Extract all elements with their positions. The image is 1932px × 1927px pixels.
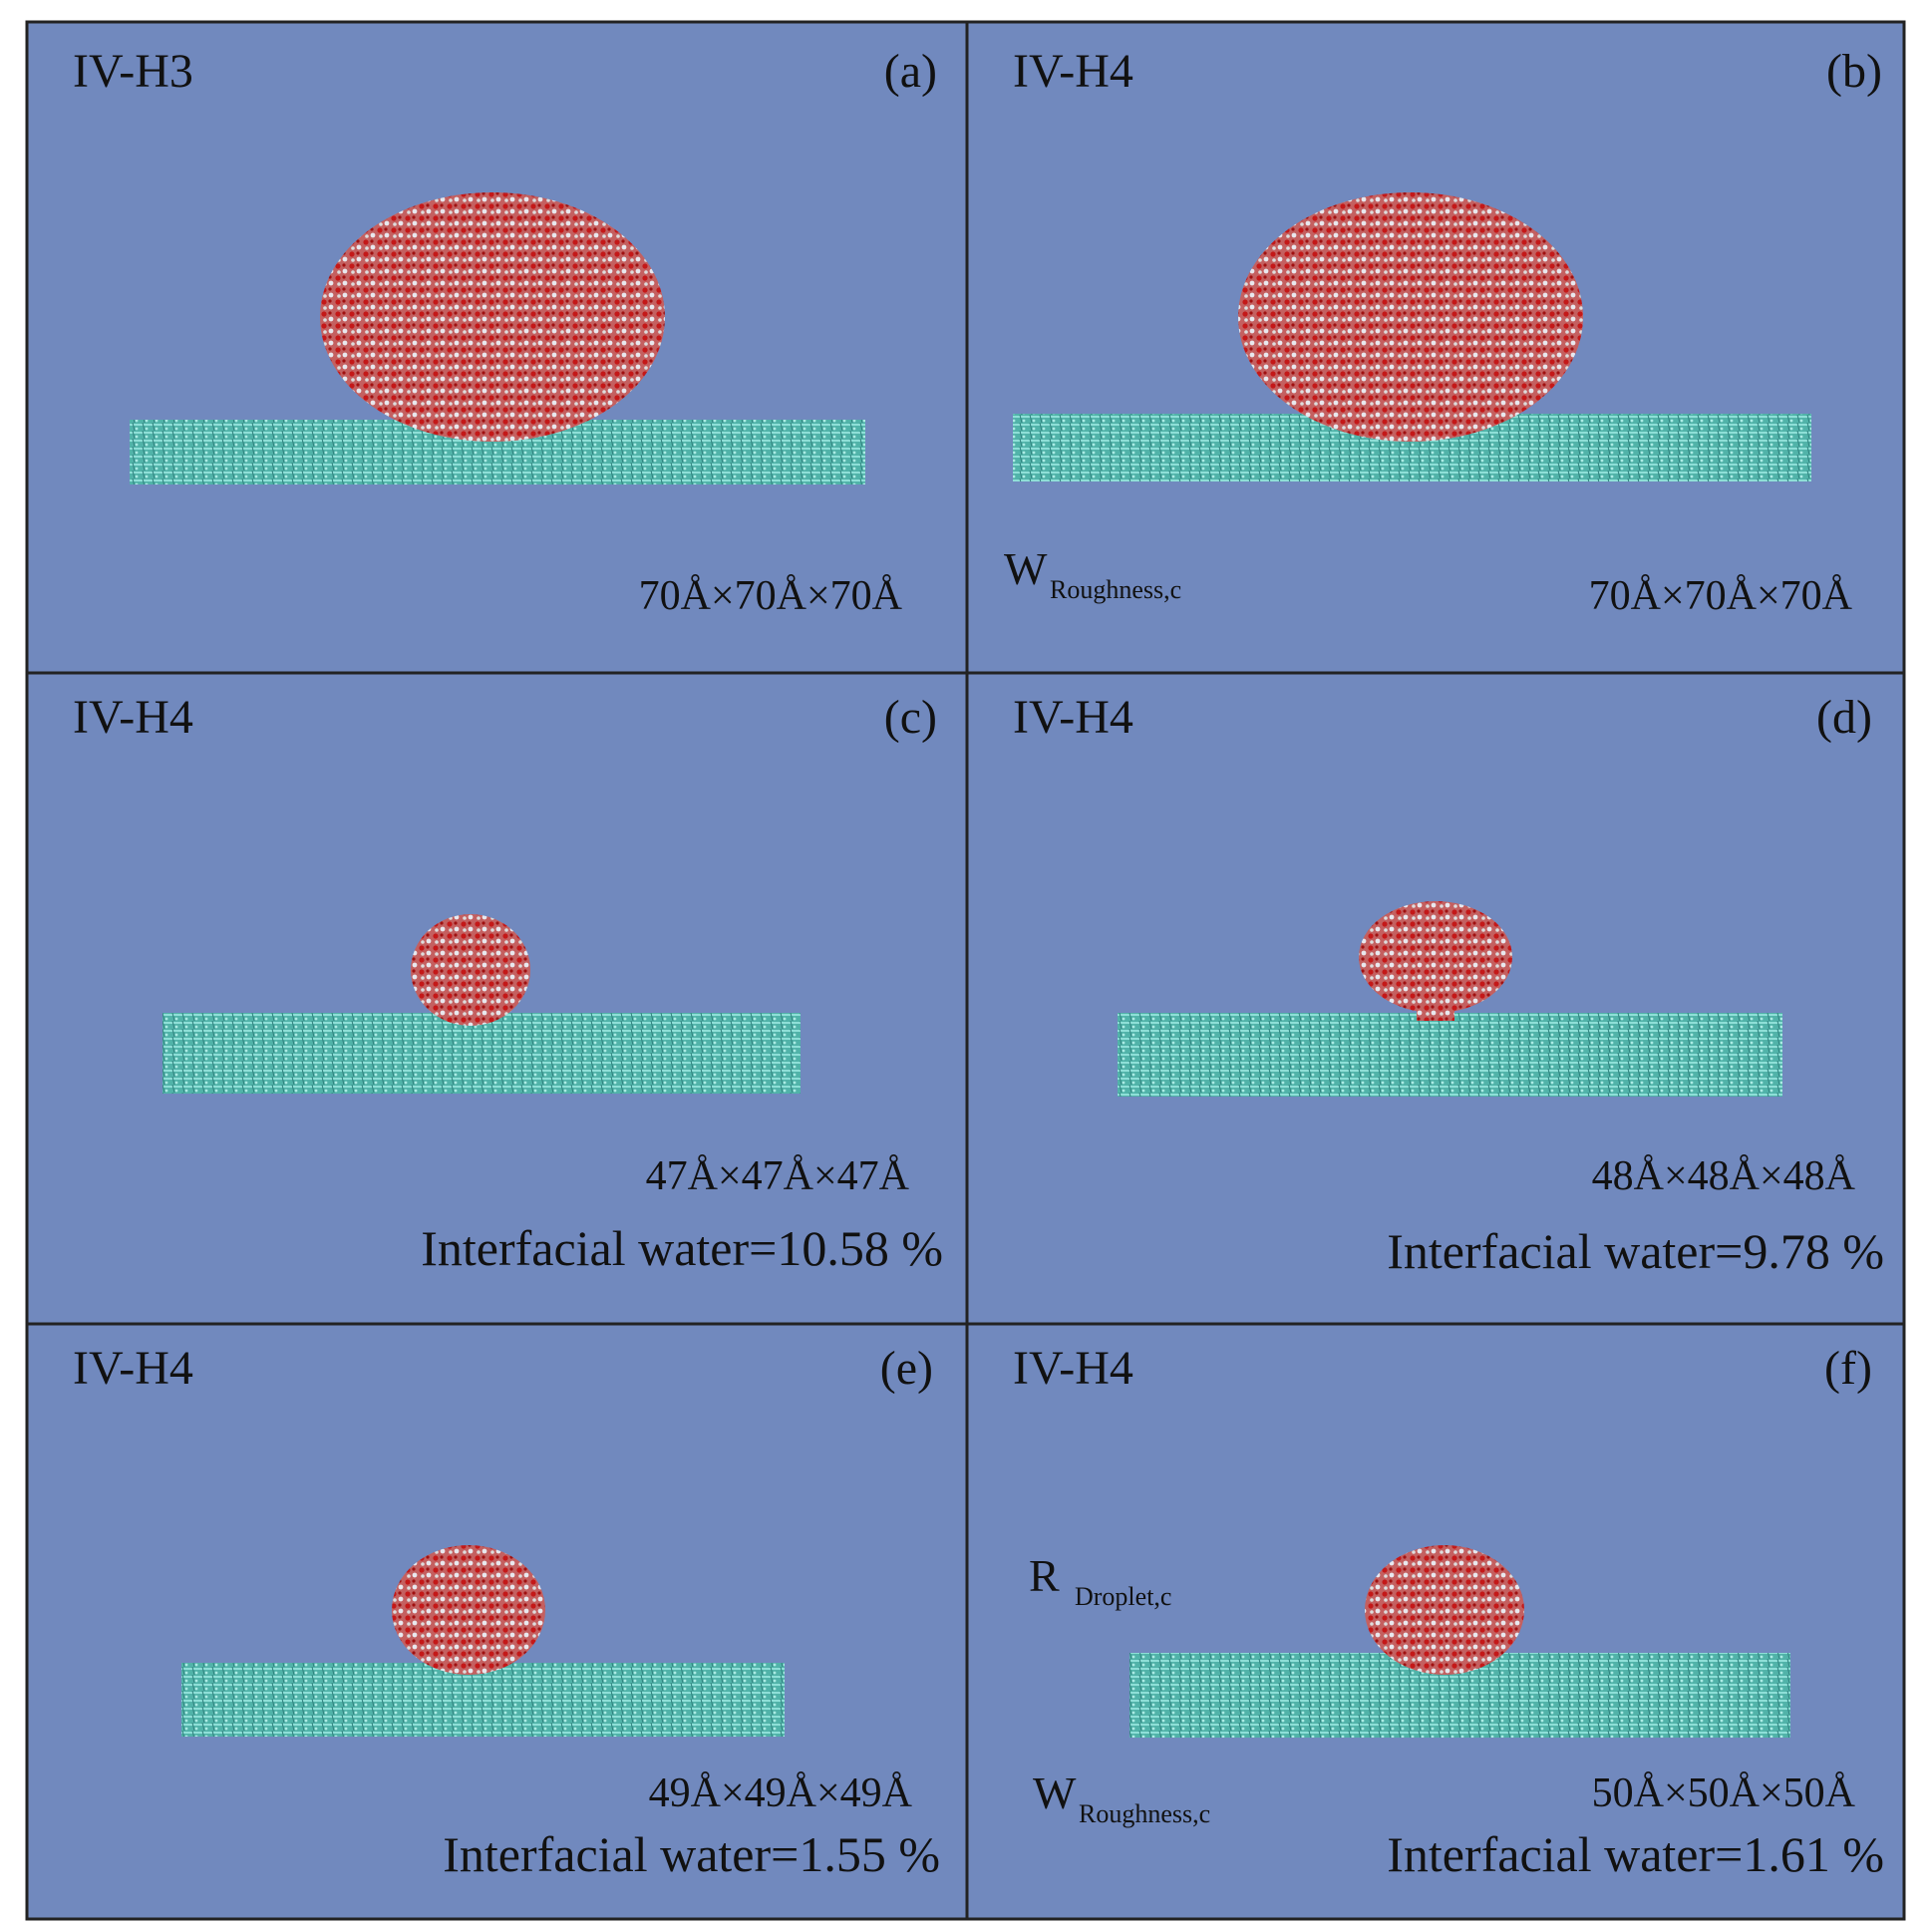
interfacial-water: Interfacial water=1.61 % — [1387, 1826, 1884, 1882]
annotation-subscript: Roughness,c — [1079, 1799, 1210, 1828]
structure-tag: IV-H4 — [1013, 45, 1133, 98]
structure-tag: IV-H4 — [1013, 691, 1133, 744]
panel-label: (c) — [884, 691, 937, 744]
water-droplet — [1359, 901, 1512, 1013]
panel-label: (a) — [884, 45, 937, 98]
panel-label: (d) — [1816, 691, 1872, 744]
interfacial-water: Interfacial water=10.58 % — [421, 1220, 943, 1276]
structure-tag: IV-H4 — [73, 691, 193, 744]
water-droplet — [1365, 1545, 1524, 1675]
panel-label: (f) — [1824, 1342, 1872, 1395]
box-size: 70Å×70Å×70Å — [1589, 573, 1853, 619]
box-size: 47Å×47Å×47Å — [646, 1153, 910, 1199]
box-size: 70Å×70Å×70Å — [639, 573, 903, 619]
substrate — [162, 1013, 801, 1094]
annotation-symbol: W — [1004, 543, 1048, 594]
structure-tag: IV-H4 — [73, 1342, 193, 1395]
water-droplet — [320, 192, 665, 442]
water-droplet — [392, 1545, 545, 1675]
panel-label: (b) — [1826, 45, 1882, 98]
structure-tag: IV-H3 — [73, 45, 193, 98]
annotation-subscript: Droplet,c — [1075, 1582, 1171, 1611]
annotation-symbol: W — [1033, 1767, 1077, 1818]
box-size: 50Å×50Å×50Å — [1592, 1770, 1856, 1816]
interfacial-water: Interfacial water=1.55 % — [443, 1826, 940, 1882]
structure-tag: IV-H4 — [1013, 1342, 1133, 1395]
substrate — [1118, 1013, 1782, 1097]
water-droplet — [411, 914, 530, 1026]
annotation-subscript: Roughness,c — [1050, 575, 1181, 604]
water-droplet — [1238, 192, 1583, 442]
panel-label: (e) — [880, 1342, 933, 1395]
substrate — [181, 1663, 785, 1737]
interfacial-water: Interfacial water=9.78 % — [1387, 1223, 1884, 1279]
box-size: 48Å×48Å×48Å — [1592, 1153, 1856, 1199]
annotation-symbol: R — [1029, 1550, 1060, 1601]
box-size: 49Å×49Å×49Å — [649, 1770, 913, 1816]
